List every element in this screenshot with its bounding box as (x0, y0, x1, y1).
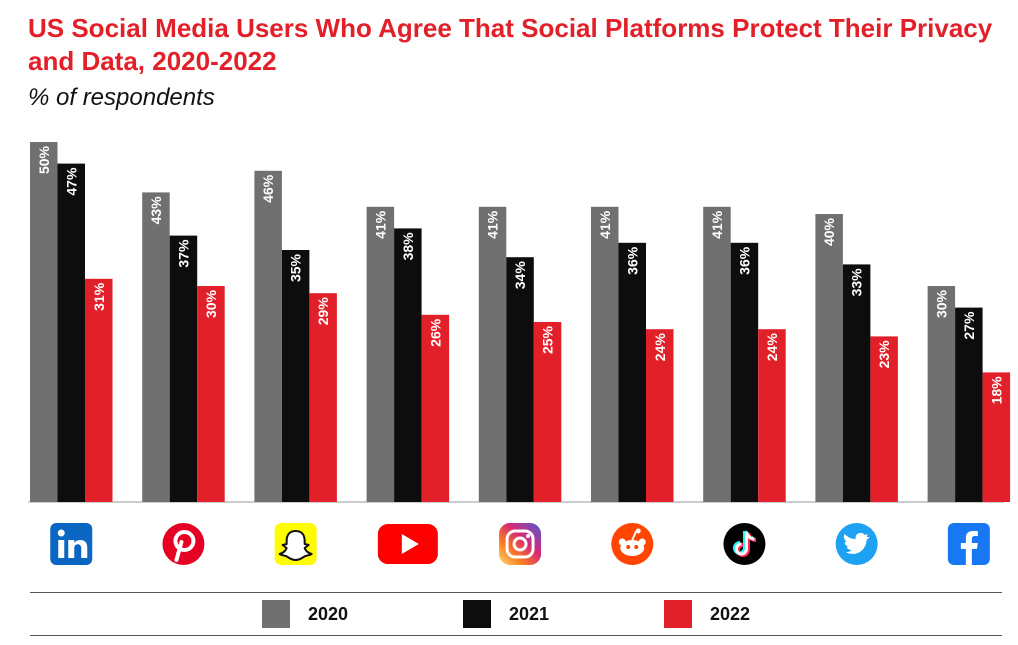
data-label-snapchat-2020: 46% (260, 174, 276, 203)
legend-swatch-2021 (463, 600, 491, 628)
data-label-linkedin-2021: 47% (63, 167, 79, 196)
bar-reddit-2020 (591, 206, 619, 503)
legend-label-2020: 2020 (308, 603, 349, 624)
twitter-icon (835, 523, 878, 565)
data-label-snapchat-2021: 35% (288, 253, 304, 282)
reddit-icon (611, 523, 654, 565)
data-label-youtube-2020: 41% (372, 210, 388, 239)
legend-item-2021: 2021 (463, 600, 549, 628)
data-label-facebook-2022: 18% (988, 376, 1004, 405)
legend: 2020 2021 2022 (0, 592, 1018, 636)
bar-facebook-2021 (955, 307, 983, 502)
data-label-youtube-2021: 38% (400, 232, 416, 261)
data-label-instagram-2022: 25% (540, 325, 556, 354)
chart-title: US Social Media Users Who Agree That Soc… (28, 13, 993, 76)
data-label-pinterest-2020: 43% (148, 196, 164, 225)
data-label-instagram-2021: 34% (512, 261, 528, 290)
legend-item-2022: 2022 (664, 600, 750, 628)
bar-twitter-2022 (870, 336, 898, 502)
bar-instagram-2021 (506, 257, 534, 502)
bar-facebook-2022 (982, 372, 1011, 502)
data-label-snapchat-2022: 29% (315, 297, 331, 326)
legend-label-2022: 2022 (710, 603, 751, 624)
legend-item-2020: 2020 (262, 600, 348, 628)
bar-linkedin-2020 (30, 142, 58, 502)
legend-bottom-rule (30, 635, 1002, 636)
data-label-tiktok-2022: 24% (764, 333, 780, 362)
bar-youtube-2021 (394, 228, 422, 502)
bar-linkedin-2021 (57, 163, 85, 502)
bar-instagram-2020 (478, 206, 507, 503)
data-label-reddit-2022: 24% (652, 333, 668, 362)
bar-snapchat-2021 (281, 250, 310, 502)
bar-twitter-2021 (842, 264, 871, 502)
data-label-reddit-2020: 41% (597, 210, 613, 239)
data-label-twitter-2020: 40% (821, 217, 837, 246)
facebook-icon (947, 523, 990, 565)
data-label-facebook-2021: 27% (961, 311, 977, 340)
bar-snapchat-2022 (309, 293, 337, 502)
instagram-icon (499, 523, 542, 565)
snapchat-icon (274, 523, 317, 565)
bar-tiktok-2020 (703, 206, 731, 503)
legend-swatch-2020 (262, 600, 290, 628)
data-label-twitter-2022: 23% (876, 340, 892, 369)
bar-reddit-2021 (618, 242, 646, 503)
data-label-instagram-2020: 41% (485, 210, 501, 239)
data-label-youtube-2022: 26% (427, 318, 443, 347)
bar-instagram-2022 (533, 322, 562, 502)
data-label-pinterest-2021: 37% (175, 239, 191, 268)
bar-linkedin-2022 (85, 278, 113, 502)
bar-twitter-2020 (815, 214, 843, 502)
pinterest-icon (162, 523, 205, 565)
bar-youtube-2022 (421, 314, 450, 502)
linkedin-icon (50, 523, 93, 565)
youtube-icon (377, 524, 438, 564)
data-label-linkedin-2022: 31% (91, 282, 107, 311)
bar-snapchat-2020 (254, 170, 282, 503)
legend-label-2021: 2021 (509, 603, 550, 624)
bar-reddit-2022 (646, 329, 674, 502)
data-label-reddit-2021: 36% (624, 246, 640, 275)
data-label-pinterest-2022: 30% (203, 289, 219, 318)
legend-swatch-2022 (664, 600, 692, 628)
bar-facebook-2020 (927, 286, 956, 502)
tiktok-icon (723, 523, 766, 565)
data-label-tiktok-2020: 41% (709, 210, 725, 239)
data-label-twitter-2021: 33% (849, 268, 865, 297)
data-label-facebook-2020: 30% (933, 289, 949, 318)
bar-youtube-2020 (366, 206, 395, 503)
bar-tiktok-2022 (758, 329, 786, 502)
bar-pinterest-2020 (142, 192, 170, 502)
data-label-tiktok-2021: 36% (736, 246, 752, 275)
bar-chart: 50% 47% 31% 43% 37% 30% 46% 35% 29% 41% 38% 26% 41% 3… (28, 142, 1011, 565)
legend-top-rule (30, 592, 1002, 593)
chart-subtitle: % of respondents (28, 84, 215, 111)
data-label-linkedin-2020: 50% (36, 145, 52, 174)
bar-pinterest-2022 (197, 286, 225, 502)
bar-pinterest-2021 (169, 235, 198, 502)
bar-tiktok-2021 (730, 242, 759, 503)
